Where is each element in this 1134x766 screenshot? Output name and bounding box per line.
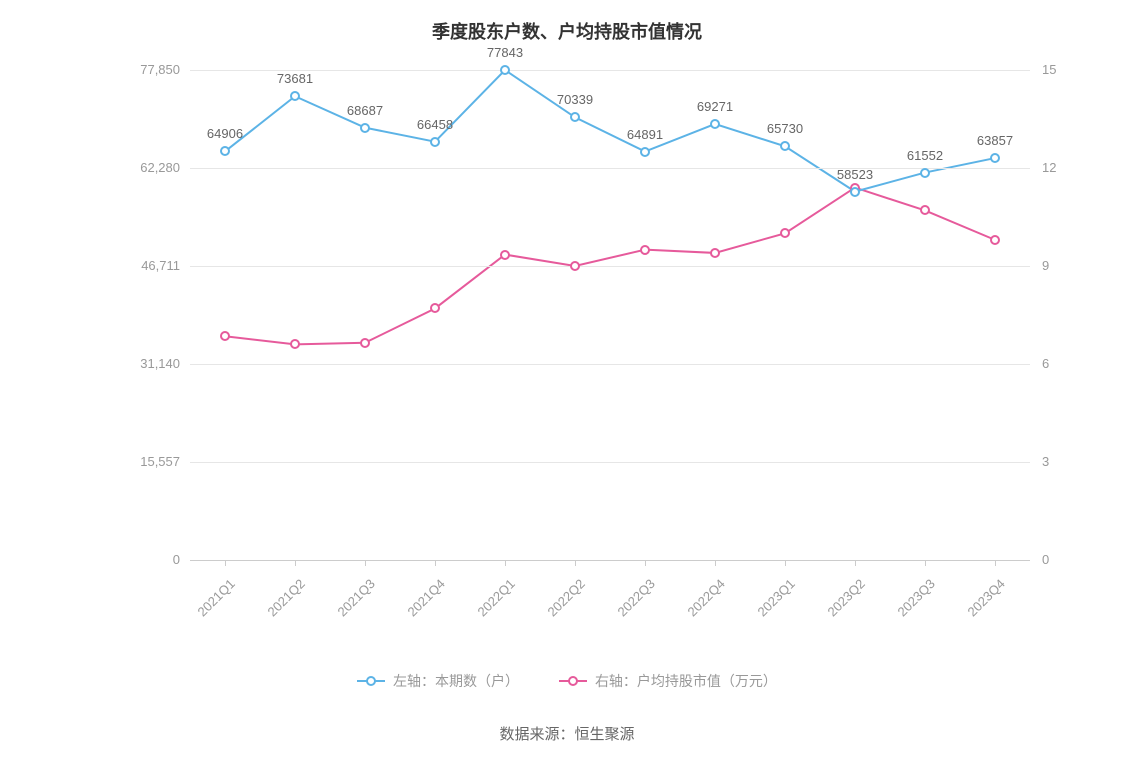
y-left-tick-label: 0 xyxy=(110,552,180,567)
x-tick xyxy=(925,560,926,566)
legend-label-series2: 右轴：户均持股市值（万元） xyxy=(595,671,777,691)
x-tick-label: 2022Q3 xyxy=(615,576,658,619)
y-left-tick-label: 62,280 xyxy=(110,160,180,175)
data-marker xyxy=(290,339,300,349)
line-layer xyxy=(190,70,1030,560)
data-marker xyxy=(360,123,370,133)
data-marker xyxy=(850,187,860,197)
data-label: 58523 xyxy=(837,167,873,182)
x-tick-label: 2023Q2 xyxy=(825,576,868,619)
data-marker xyxy=(780,141,790,151)
x-tick xyxy=(295,560,296,566)
y-right-tick-label: 15 xyxy=(1042,62,1082,77)
data-label: 77843 xyxy=(487,45,523,60)
gridline xyxy=(190,266,1030,267)
y-right-tick-label: 9 xyxy=(1042,258,1082,273)
x-tick xyxy=(435,560,436,566)
gridline xyxy=(190,168,1030,169)
x-tick xyxy=(785,560,786,566)
data-label: 66458 xyxy=(417,117,453,132)
gridline xyxy=(190,364,1030,365)
data-label: 61552 xyxy=(907,148,943,163)
legend-item-series2: 右轴：户均持股市值（万元） xyxy=(559,671,777,691)
x-tick-label: 2023Q3 xyxy=(895,576,938,619)
x-tick-label: 2022Q4 xyxy=(685,576,728,619)
x-tick xyxy=(575,560,576,566)
data-marker xyxy=(640,245,650,255)
data-marker xyxy=(220,331,230,341)
data-marker xyxy=(710,248,720,258)
chart-container: 季度股东户数、户均持股市值情况 015,55731,14046,71162,28… xyxy=(0,0,1134,766)
legend-item-series1: 左轴：本期数（户） xyxy=(357,671,519,691)
y-right-tick-label: 6 xyxy=(1042,356,1082,371)
data-marker xyxy=(360,338,370,348)
x-tick-label: 2022Q2 xyxy=(545,576,588,619)
data-marker xyxy=(570,261,580,271)
y-right-tick-label: 0 xyxy=(1042,552,1082,567)
x-tick xyxy=(715,560,716,566)
x-axis-line xyxy=(190,560,1030,561)
data-marker xyxy=(920,205,930,215)
x-tick-label: 2021Q2 xyxy=(265,576,308,619)
data-label: 68687 xyxy=(347,103,383,118)
data-marker xyxy=(500,65,510,75)
y-left-tick-label: 46,711 xyxy=(110,258,180,273)
data-marker xyxy=(500,250,510,260)
data-marker xyxy=(220,146,230,156)
data-label: 65730 xyxy=(767,121,803,136)
series-line xyxy=(225,70,995,192)
legend: 左轴：本期数（户） 右轴：户均持股市值（万元） xyxy=(0,671,1134,691)
x-tick xyxy=(995,560,996,566)
data-label: 64891 xyxy=(627,127,663,142)
data-marker xyxy=(570,112,580,122)
x-tick xyxy=(505,560,506,566)
data-marker xyxy=(780,228,790,238)
y-right-tick-label: 12 xyxy=(1042,160,1082,175)
chart-title: 季度股东户数、户均持股市值情况 xyxy=(0,18,1134,44)
y-right-tick-label: 3 xyxy=(1042,454,1082,469)
data-label: 69271 xyxy=(697,99,733,114)
x-tick xyxy=(225,560,226,566)
x-tick xyxy=(855,560,856,566)
legend-label-series1: 左轴：本期数（户） xyxy=(393,671,519,691)
data-marker xyxy=(640,147,650,157)
data-label: 64906 xyxy=(207,126,243,141)
y-left-tick-label: 77,850 xyxy=(110,62,180,77)
data-marker xyxy=(990,153,1000,163)
plot-area: 015,55731,14046,71162,28077,850036912152… xyxy=(190,70,1030,560)
data-marker xyxy=(430,303,440,313)
x-tick xyxy=(365,560,366,566)
y-left-tick-label: 15,557 xyxy=(110,454,180,469)
legend-swatch-series2 xyxy=(559,674,587,688)
data-label: 63857 xyxy=(977,133,1013,148)
data-marker xyxy=(290,91,300,101)
x-tick-label: 2021Q1 xyxy=(195,576,238,619)
y-left-tick-label: 31,140 xyxy=(110,356,180,371)
x-tick-label: 2023Q1 xyxy=(755,576,798,619)
gridline xyxy=(190,70,1030,71)
data-label: 70339 xyxy=(557,92,593,107)
legend-swatch-series1 xyxy=(357,674,385,688)
source-text: 数据来源：恒生聚源 xyxy=(0,723,1134,744)
x-tick xyxy=(645,560,646,566)
x-tick-label: 2023Q4 xyxy=(965,576,1008,619)
data-marker xyxy=(430,137,440,147)
data-label: 73681 xyxy=(277,71,313,86)
gridline xyxy=(190,462,1030,463)
x-tick-label: 2022Q1 xyxy=(475,576,518,619)
data-marker xyxy=(710,119,720,129)
data-marker xyxy=(990,235,1000,245)
x-tick-label: 2021Q4 xyxy=(405,576,448,619)
data-marker xyxy=(920,168,930,178)
x-tick-label: 2021Q3 xyxy=(335,576,378,619)
